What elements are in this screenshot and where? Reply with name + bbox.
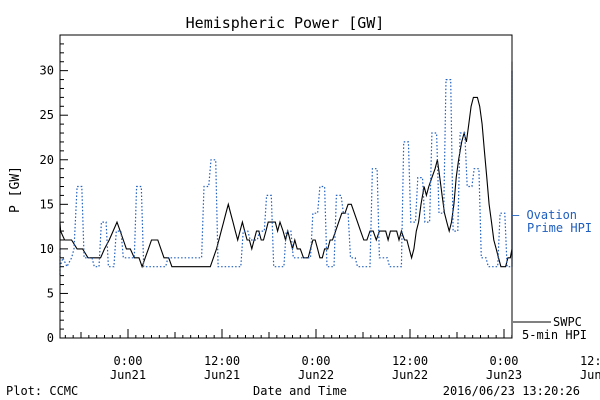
series-layer xyxy=(59,61,513,276)
y-tick-label: 25 xyxy=(40,108,54,122)
y-axis-label: P [GW] xyxy=(7,166,23,213)
x-tick-label-time: 12:00 xyxy=(204,354,240,368)
x-tick-label-date: Jun21 xyxy=(204,368,240,382)
y-tick-label: 20 xyxy=(40,153,54,167)
x-axis-label: Date and Time xyxy=(253,384,347,398)
y-tick-label: 5 xyxy=(47,286,54,300)
legend-ovation-label: — Ovation xyxy=(512,208,578,222)
x-tick-label-time: 0:00 xyxy=(490,354,519,368)
y-tick-label: 30 xyxy=(40,64,54,78)
x-tick-label-date: Jun23 xyxy=(486,368,522,382)
x-tick-label-date: Jun21 xyxy=(110,368,146,382)
x-tick-label-date: Jun22 xyxy=(392,368,428,382)
plot-credit: Plot: CCMC xyxy=(6,384,79,398)
chart-title: Hemispheric Power [GW] xyxy=(185,14,385,32)
plot-frame xyxy=(59,34,513,339)
timestamp: 2016/06/23 13:20:26 xyxy=(442,384,580,398)
legend-swpc-label: SWPC xyxy=(553,315,582,329)
ovation-series-line xyxy=(59,70,513,276)
y-tick-label: 10 xyxy=(40,242,54,256)
tick-labels: 0510152025300:00Jun2112:00Jun210:00Jun22… xyxy=(40,64,600,382)
x-tick-label-time: 0:00 xyxy=(114,354,143,368)
axis-ticks xyxy=(60,34,513,339)
x-tick-label-time: 0:00 xyxy=(302,354,331,368)
y-tick-label: 0 xyxy=(47,331,54,345)
x-tick-label-time: 12:00 xyxy=(580,354,600,368)
x-tick-label-date: Jun23 xyxy=(580,368,600,382)
legend-ovation-label-2: Prime HPI xyxy=(527,221,593,235)
y-tick-label: 15 xyxy=(40,197,54,211)
x-tick-label-date: Jun22 xyxy=(298,368,334,382)
legend-swpc-label-2: 5-min HPI xyxy=(522,328,588,342)
x-tick-label-time: 12:00 xyxy=(392,354,428,368)
